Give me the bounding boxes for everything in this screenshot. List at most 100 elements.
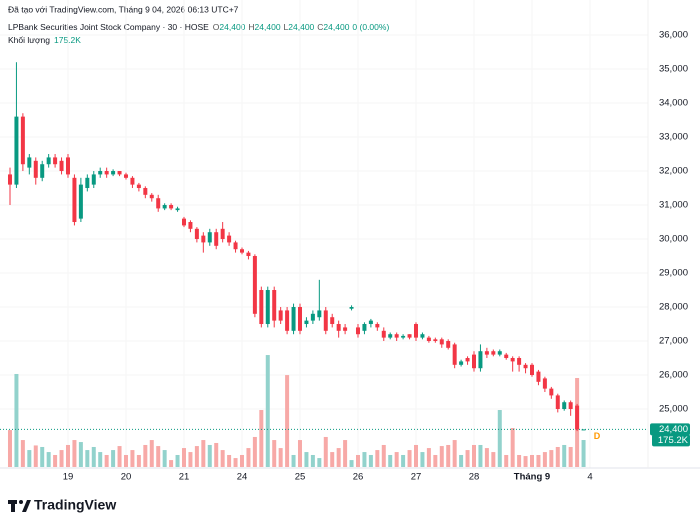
candle-body bbox=[252, 256, 257, 314]
volume-bar bbox=[85, 450, 90, 467]
candle-body bbox=[497, 351, 502, 355]
volume-bar bbox=[549, 450, 554, 467]
y-tick-label: 35,000 bbox=[659, 64, 688, 75]
y-tick-label: 33,000 bbox=[659, 132, 688, 143]
volume-bar bbox=[239, 454, 244, 467]
candle-body bbox=[349, 307, 354, 309]
volume-bar bbox=[310, 454, 315, 467]
candle-body bbox=[14, 116, 19, 185]
candle-body bbox=[259, 290, 264, 325]
change: 0 (0.00%) bbox=[352, 22, 389, 32]
volume-bar bbox=[7, 430, 12, 467]
candle-body bbox=[59, 160, 64, 172]
session-marker: D bbox=[594, 431, 601, 441]
volume-bar bbox=[297, 440, 302, 467]
volume-bar bbox=[330, 452, 335, 467]
candle-body bbox=[220, 228, 225, 240]
ohlc-key: O bbox=[213, 22, 220, 32]
candle-body bbox=[297, 307, 302, 331]
candle-body bbox=[478, 351, 483, 369]
volume-bar bbox=[40, 446, 45, 467]
volume-bar bbox=[78, 442, 83, 467]
candle-body bbox=[555, 395, 560, 410]
volume-bar bbox=[98, 452, 103, 467]
volume-bar bbox=[53, 454, 58, 467]
volume-bar bbox=[446, 444, 451, 467]
candle-body bbox=[136, 184, 141, 189]
volume-bar bbox=[91, 446, 96, 467]
volume-bar bbox=[136, 454, 141, 467]
volume-bar bbox=[426, 448, 431, 467]
candle-body bbox=[343, 327, 348, 331]
candle-body bbox=[188, 222, 193, 229]
y-tick-label: 26,000 bbox=[659, 370, 688, 381]
volume-bar bbox=[285, 375, 290, 467]
volume-bar bbox=[162, 450, 167, 467]
candle-body bbox=[265, 290, 270, 325]
candle-body bbox=[388, 334, 393, 338]
candle-body bbox=[310, 313, 315, 321]
candle-body bbox=[420, 334, 425, 338]
volume-bar bbox=[497, 410, 502, 467]
volume-bar bbox=[401, 454, 406, 467]
brand-logo: TradingView bbox=[8, 497, 116, 513]
candle-body bbox=[214, 232, 219, 246]
legend-line: LPBank Securities Joint Stock Company · … bbox=[8, 22, 389, 32]
candle-body bbox=[394, 334, 399, 338]
volume-bar bbox=[368, 454, 373, 467]
ohlc-key: L bbox=[284, 22, 289, 32]
volume-bar bbox=[33, 445, 38, 467]
volume-bar bbox=[27, 450, 32, 467]
volume-name: Khối lượng bbox=[8, 35, 50, 45]
candle-body bbox=[381, 330, 386, 338]
volume-bar bbox=[349, 460, 354, 467]
x-tick-label: 20 bbox=[121, 472, 132, 483]
volume-bar bbox=[536, 454, 541, 467]
volume-bar bbox=[504, 454, 509, 467]
candle-body bbox=[355, 327, 360, 335]
volume-bar bbox=[265, 355, 270, 467]
volume-bar bbox=[336, 448, 341, 467]
candle-body bbox=[504, 354, 509, 359]
y-tick-label: 32,000 bbox=[659, 166, 688, 177]
volume-bar bbox=[375, 450, 380, 467]
candle-body bbox=[98, 171, 103, 175]
candle-body bbox=[375, 324, 380, 328]
last-volume-label: 175.2K bbox=[658, 435, 689, 446]
symbol: LPBank Securities Joint Stock Company · … bbox=[8, 22, 209, 32]
ohlc-value: 24,400 bbox=[255, 22, 281, 32]
x-tick-label: 25 bbox=[295, 472, 306, 483]
volume-bar bbox=[143, 444, 148, 467]
volume-bar bbox=[149, 440, 154, 467]
candle-body bbox=[143, 188, 148, 195]
y-tick-label: 29,000 bbox=[659, 268, 688, 279]
volume-bar bbox=[407, 450, 412, 467]
candle-body bbox=[239, 249, 244, 253]
volume-bar bbox=[117, 446, 122, 467]
volume-bar bbox=[220, 450, 225, 467]
volume-bar bbox=[439, 446, 444, 467]
candle-body bbox=[149, 194, 154, 199]
y-tick-label: 31,000 bbox=[659, 200, 688, 211]
created-note: Đã tạo với TradingView.com, Tháng 9 04, … bbox=[8, 4, 239, 14]
candle-body bbox=[40, 164, 45, 178]
volume-bar bbox=[175, 454, 180, 467]
candle-body bbox=[201, 235, 206, 243]
volume-bar bbox=[484, 448, 489, 467]
volume-bar bbox=[362, 452, 367, 467]
candle-body bbox=[465, 358, 470, 362]
candle-body bbox=[523, 364, 528, 369]
candle-body bbox=[517, 358, 522, 365]
candle-body bbox=[317, 310, 322, 318]
x-tick-label: 26 bbox=[353, 472, 364, 483]
candle-body bbox=[194, 228, 199, 240]
volume-bar bbox=[65, 444, 70, 467]
volume-bar bbox=[194, 446, 199, 467]
candle-body bbox=[91, 174, 96, 185]
candle-body bbox=[111, 171, 116, 175]
grid bbox=[0, 0, 648, 468]
x-tick-label: 4 bbox=[587, 472, 592, 483]
candle-body bbox=[401, 335, 406, 338]
volume-bar bbox=[104, 454, 109, 467]
volume-bar bbox=[227, 454, 232, 467]
